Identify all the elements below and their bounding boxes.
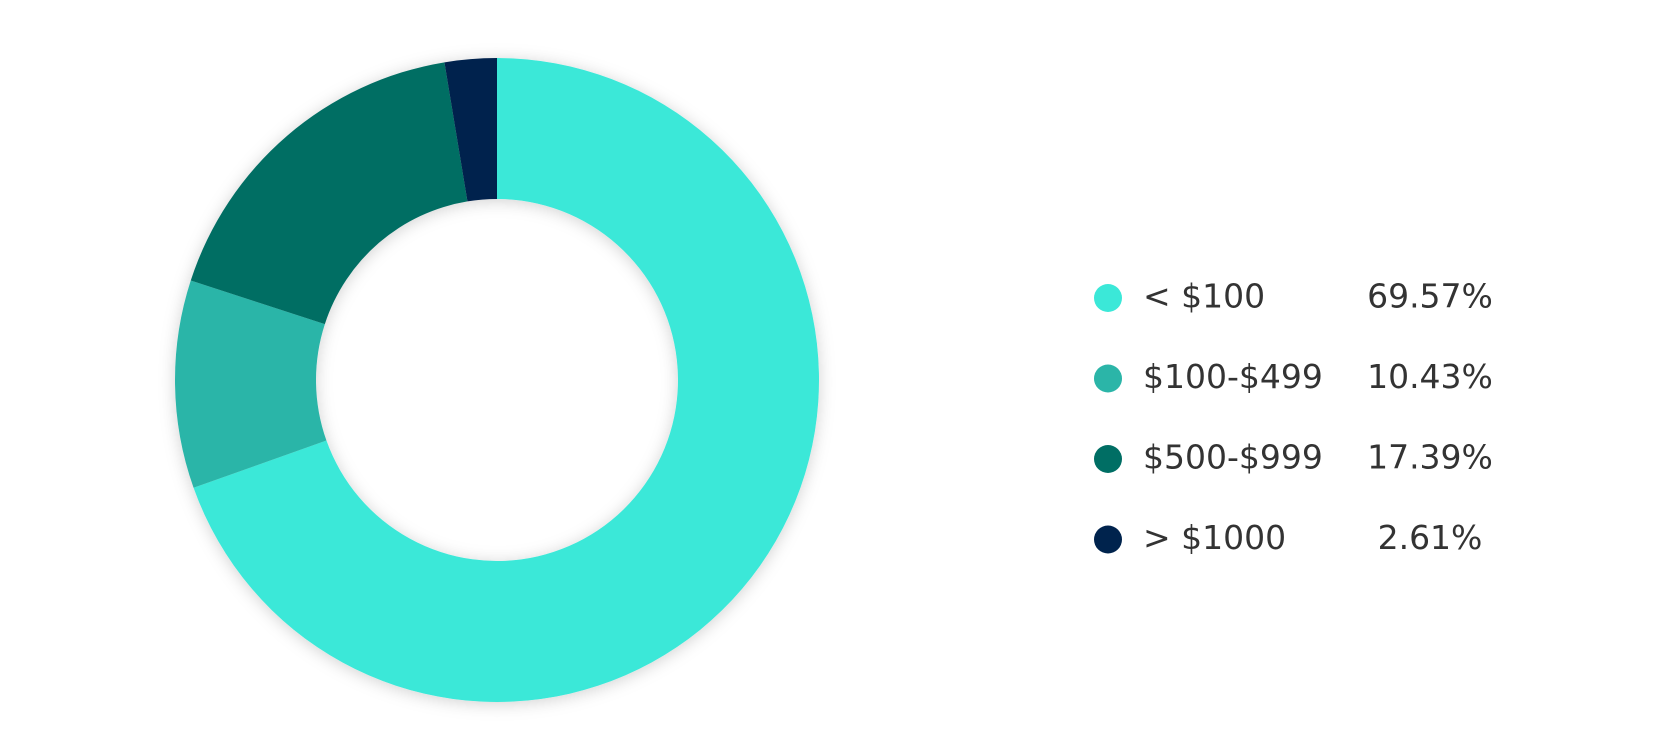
legend-swatch (1094, 284, 1122, 312)
legend-value: 69.57% (1367, 277, 1493, 316)
legend-value: 10.43% (1367, 357, 1493, 396)
legend-swatch (1094, 525, 1122, 554)
legend-swatch (1094, 445, 1122, 473)
donut-slice (193, 58, 820, 703)
donut-slice (190, 62, 468, 325)
donut (174, 58, 820, 703)
donut-slice (444, 58, 497, 202)
legend-label: $500-$999 (1143, 438, 1323, 477)
legend-value: 2.61% (1378, 518, 1483, 557)
legend-label: < $100 (1143, 277, 1265, 316)
legend-label: $100-$499 (1143, 357, 1323, 396)
legend-label: > $1000 (1143, 518, 1286, 557)
donut-slice (174, 280, 327, 488)
legend-value: 17.39% (1367, 438, 1493, 477)
legend-swatch (1094, 364, 1122, 393)
